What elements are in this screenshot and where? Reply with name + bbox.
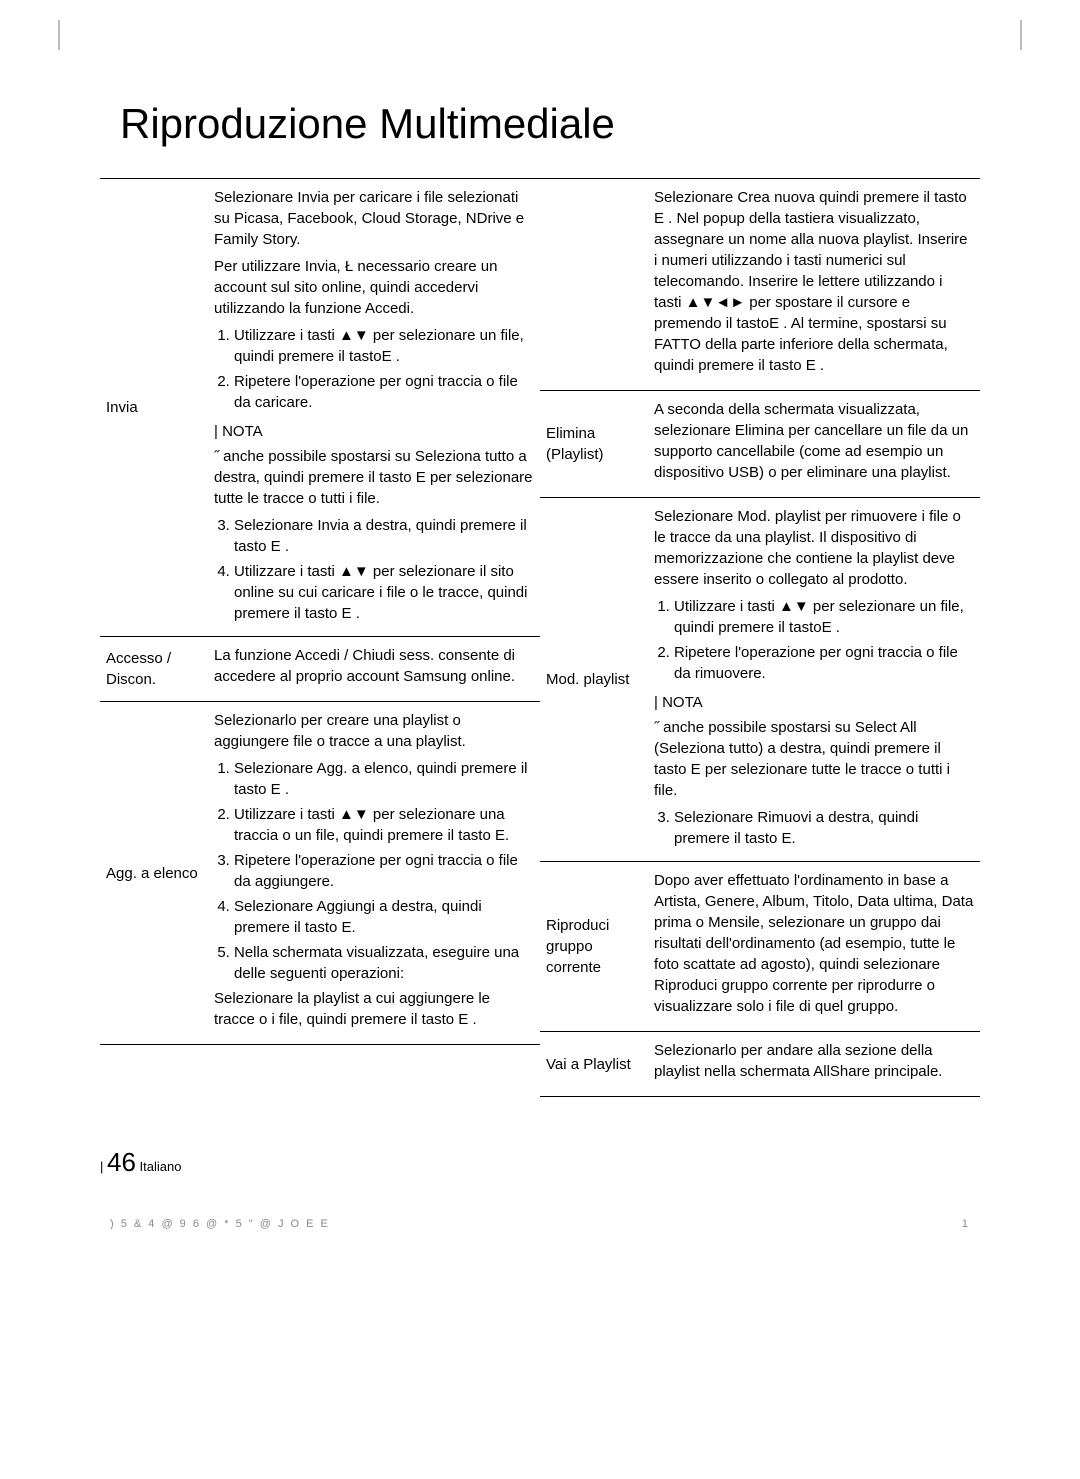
paragraph: Selezionarlo per andare alla sezione del… [654,1040,974,1082]
crop-mark [58,20,60,50]
table-row: Vai a Playlist Selezionarlo per andare a… [540,1032,980,1097]
row-content: Selezionare Invia per caricare i file se… [208,179,540,637]
steps-list: Utilizzare i tasti ▲▼ per selezionare un… [654,596,974,684]
right-column: Selezionare Crea nuova quindi premere il… [540,178,980,1097]
step: Utilizzare i tasti ▲▼ per selezionare un… [234,325,534,367]
row-label: Riproduci gruppo corrente [540,862,648,1032]
row-label: Accesso / Discon. [100,637,208,702]
content-columns: Invia Selezionare Invia per caricare i f… [100,178,980,1097]
step: Selezionare Agg. a elenco, quindi premer… [234,758,534,800]
footer-language: Italiano [140,1159,182,1174]
paragraph: La funzione Accedi / Chiudi sess. consen… [214,645,534,687]
table-row: Riproduci gruppo corrente Dopo aver effe… [540,862,980,1032]
row-content: A seconda della schermata visualizzata, … [648,391,980,498]
paragraph: Selezionare Invia per caricare i file se… [214,187,534,250]
note-text: ˝ anche possibile spostarsi su Select Al… [654,717,974,801]
row-content: Selezionarlo per creare una playlist o a… [208,702,540,1045]
row-label: Agg. a elenco [100,702,208,1045]
step: Selezionare Rimuovi a destra, quindi pre… [674,807,974,849]
steps-list: Selezionare Agg. a elenco, quindi premer… [214,758,534,984]
paragraph: Selezionare Mod. playlist per rimuovere … [654,506,974,590]
footer-code-bar: ) 5 & 4 @ 9 6 @ * 5 " @ J O E E 1 [100,1218,980,1230]
steps-list: Selezionare Rimuovi a destra, quindi pre… [654,807,974,849]
row-content: Selezionare Crea nuova quindi premere il… [648,179,980,391]
step: Nella schermata visualizzata, eseguire u… [234,942,534,984]
step: Selezionare Invia a destra, quindi preme… [234,515,534,557]
note-label: NOTA [654,692,974,713]
paragraph: Selezionare Crea nuova quindi premere il… [654,187,974,376]
step: Selezionare Aggiungi a destra, quindi pr… [234,896,534,938]
step: Utilizzare i tasti ▲▼ per selezionare un… [234,804,534,846]
page-title: Riproduzione Multimediale [120,100,980,148]
row-content: Selezionare Mod. playlist per rimuovere … [648,498,980,862]
step: Ripetere l'operazione per ogni traccia o… [234,850,534,892]
row-content: La funzione Accedi / Chiudi sess. consen… [208,637,540,702]
table-row: Elimina (Playlist) A seconda della scher… [540,391,980,498]
paragraph: Selezionare la playlist a cui aggiungere… [214,988,534,1030]
table-row: Agg. a elenco Selezionarlo per creare un… [100,702,540,1045]
note-label: NOTA [214,421,534,442]
paragraph: Dopo aver effettuato l'ordinamento in ba… [654,870,974,1017]
table-row: Selezionare Crea nuova quindi premere il… [540,179,980,391]
page-footer: | 46 Italiano [100,1147,980,1178]
note-text: ˝ anche possibile spostarsi su Seleziona… [214,446,534,509]
row-label: Invia [100,179,208,637]
row-content: Selezionarlo per andare alla sezione del… [648,1032,980,1097]
row-content: Dopo aver effettuato l'ordinamento in ba… [648,862,980,1032]
paragraph: Per utilizzare Invia, Ł necessario crear… [214,256,534,319]
row-label: Mod. playlist [540,498,648,862]
steps-list: Selezionare Invia a destra, quindi preme… [214,515,534,624]
crop-mark [1020,20,1022,50]
table-row: Invia Selezionare Invia per caricare i f… [100,179,540,637]
document-page: Riproduzione Multimediale Invia Selezion… [0,0,1080,1270]
table-row: Accesso / Discon. La funzione Accedi / C… [100,637,540,702]
footer-code-left: ) 5 & 4 @ 9 6 @ * 5 " @ J O E E [110,1218,330,1230]
table-row: Mod. playlist Selezionare Mod. playlist … [540,498,980,862]
row-label [540,179,648,391]
step: Ripetere l'operazione per ogni traccia o… [234,371,534,413]
paragraph: A seconda della schermata visualizzata, … [654,399,974,483]
left-table: Invia Selezionare Invia per caricare i f… [100,178,540,1045]
step: Utilizzare i tasti ▲▼ per selezionare un… [674,596,974,638]
row-label: Elimina (Playlist) [540,391,648,498]
left-column: Invia Selezionare Invia per caricare i f… [100,178,540,1097]
row-label: Vai a Playlist [540,1032,648,1097]
steps-list: Utilizzare i tasti ▲▼ per selezionare un… [214,325,534,413]
right-table: Selezionare Crea nuova quindi premere il… [540,178,980,1097]
page-number: 46 [107,1147,136,1177]
footer-code-right: 1 [962,1218,970,1230]
step: Utilizzare i tasti ▲▼ per selezionare il… [234,561,534,624]
paragraph: Selezionarlo per creare una playlist o a… [214,710,534,752]
step: Ripetere l'operazione per ogni traccia o… [674,642,974,684]
